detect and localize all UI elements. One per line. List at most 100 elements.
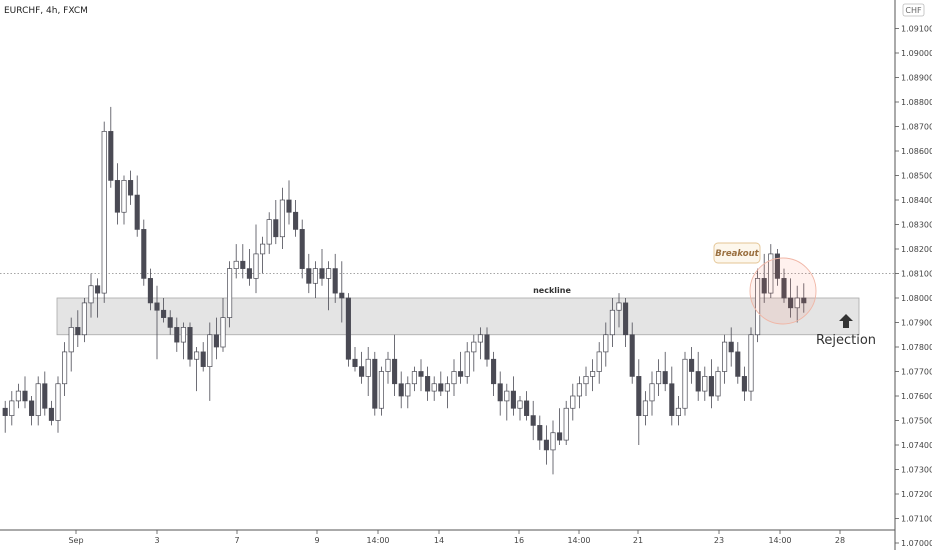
candle xyxy=(359,351,365,384)
candle-body-bullish xyxy=(451,371,457,385)
candle-body-bearish xyxy=(801,297,807,304)
candle-body-bullish xyxy=(722,341,728,372)
candle-body-bullish xyxy=(365,358,371,377)
candle-body-bearish xyxy=(167,317,173,328)
x-tick-label: 3 xyxy=(154,536,159,545)
candle-body-bearish xyxy=(108,131,114,181)
candle-body-bearish xyxy=(695,371,701,392)
y-tick-label: 1.07800 xyxy=(901,343,932,352)
candle-body-bullish xyxy=(504,390,510,402)
candle-body-bearish xyxy=(557,432,563,441)
candle-body-bullish xyxy=(326,268,332,279)
candle-body-bullish xyxy=(62,351,68,385)
candle xyxy=(22,376,28,409)
y-tick-label: 1.09100 xyxy=(901,25,932,34)
candle-body-bullish xyxy=(596,351,602,372)
candle xyxy=(372,351,378,416)
x-tick-label: 14:00 xyxy=(366,536,389,545)
candle-body-bearish xyxy=(306,268,312,284)
candle xyxy=(260,236,266,274)
candle xyxy=(788,278,794,318)
candle-body-bullish xyxy=(656,371,662,385)
candle-body-bearish xyxy=(537,425,543,441)
candle xyxy=(755,268,761,343)
candle xyxy=(438,371,444,396)
candle-body-bullish xyxy=(227,268,233,318)
candle xyxy=(108,106,114,188)
candle xyxy=(761,253,767,303)
candle xyxy=(299,219,305,279)
candle xyxy=(491,351,497,396)
candle xyxy=(794,285,800,323)
candle xyxy=(623,298,629,347)
candle xyxy=(29,396,35,426)
breakout-callout: Breakout xyxy=(713,242,817,325)
candle xyxy=(392,334,398,396)
candle xyxy=(583,366,589,396)
breakout-box xyxy=(713,242,761,264)
candle xyxy=(675,396,681,426)
currency-label: CHF xyxy=(905,6,922,15)
candle xyxy=(590,359,596,392)
candle-body-bullish xyxy=(194,351,200,360)
candle xyxy=(55,376,61,433)
candle-body-bullish xyxy=(682,358,688,409)
y-tick-label: 1.07400 xyxy=(901,441,932,450)
candle-body-bullish xyxy=(81,302,87,336)
candle xyxy=(279,187,285,249)
currency-badge[interactable] xyxy=(902,3,925,17)
candle xyxy=(563,400,569,445)
candle xyxy=(596,342,602,384)
candle-body-bearish xyxy=(187,327,193,360)
candle-body-bearish xyxy=(372,358,378,409)
candle-body-bearish xyxy=(418,371,424,377)
candle xyxy=(543,425,549,465)
candle xyxy=(345,293,351,367)
y-tick-label: 1.08400 xyxy=(901,196,932,205)
candle xyxy=(240,244,246,279)
candle xyxy=(781,268,787,303)
candle xyxy=(81,298,87,343)
candle-body-bullish xyxy=(121,180,127,213)
candle-body-bearish xyxy=(708,376,714,397)
candle xyxy=(735,342,741,384)
candle xyxy=(167,310,173,335)
candle xyxy=(616,293,622,328)
candle-body-bearish xyxy=(128,180,134,196)
candle xyxy=(253,224,259,294)
candle-body-bearish xyxy=(484,334,490,360)
candle-body-bullish xyxy=(378,371,384,409)
candle-body-bullish xyxy=(616,302,622,311)
candle-body-bearish xyxy=(95,285,101,294)
candle xyxy=(722,334,728,384)
candle xyxy=(715,366,721,401)
candle xyxy=(484,327,490,367)
candle-body-bearish xyxy=(332,268,338,294)
candle-body-bullish xyxy=(517,400,523,409)
candle-body-bearish xyxy=(398,383,404,397)
candle-body-bullish xyxy=(411,371,417,385)
candle xyxy=(246,249,252,286)
candle-body-bearish xyxy=(134,194,140,230)
candle-body-bearish xyxy=(161,309,167,318)
candle xyxy=(431,376,437,401)
candle-body-bullish xyxy=(253,253,259,279)
candle xyxy=(464,342,470,384)
y-tick-label: 1.08500 xyxy=(901,172,932,181)
y-tick-label: 1.08200 xyxy=(901,245,932,254)
candle xyxy=(134,175,140,237)
candle-body-bearish xyxy=(42,383,48,409)
candle-body-bullish xyxy=(180,327,186,343)
candle xyxy=(114,163,120,225)
candle xyxy=(187,322,193,367)
candle xyxy=(332,253,338,303)
candle xyxy=(161,298,167,323)
candle xyxy=(95,278,101,318)
candle-body-bullish xyxy=(385,358,391,372)
y-tick-label: 1.07200 xyxy=(901,490,932,499)
candle-body-bullish xyxy=(444,383,450,392)
candle-body-bearish xyxy=(22,390,28,402)
candle xyxy=(682,351,688,416)
candle-body-bearish xyxy=(339,292,345,299)
